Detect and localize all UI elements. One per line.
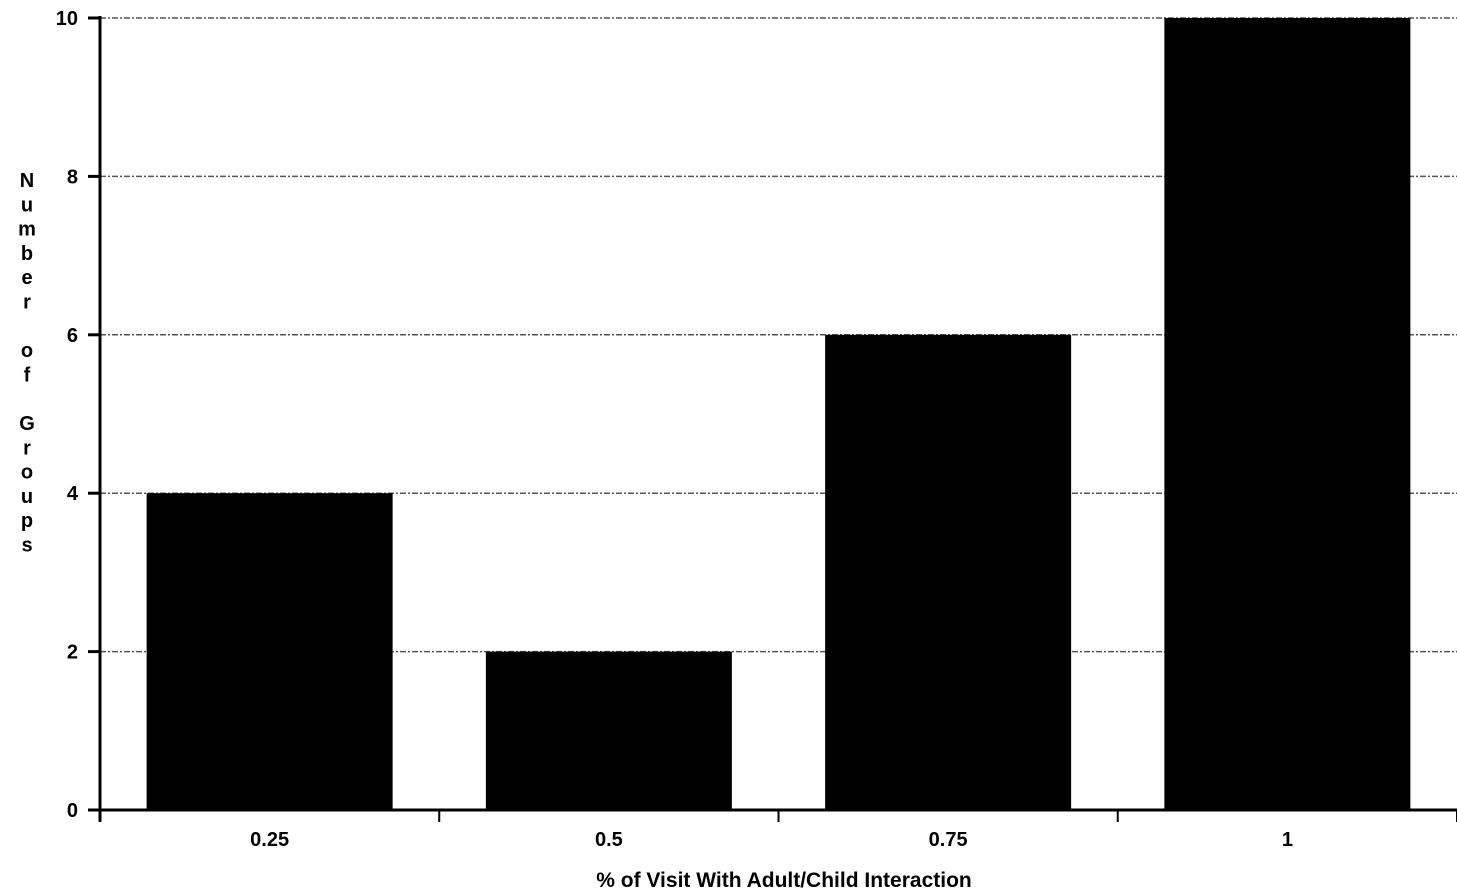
ticks: 0 2 4 6 8 10 0.25 0.5 0.75 1: [56, 8, 1457, 851]
y-tick-label-0: 0: [67, 800, 78, 822]
y-axis-title-char: o: [21, 462, 33, 484]
y-axis-title-char: p: [21, 510, 33, 532]
bars: [146, 18, 1411, 810]
y-axis-title-char: f: [24, 364, 31, 386]
bar-0.25: [146, 493, 393, 810]
x-tick-label-0.25: 0.25: [250, 829, 289, 851]
x-axis-title: % of Visit With Adult/Child Interaction: [596, 869, 971, 892]
y-tick-label-4: 4: [67, 483, 79, 505]
y-tick-label-8: 8: [67, 166, 78, 188]
y-axis-title-char: r: [23, 292, 31, 314]
y-tick-label-2: 2: [67, 642, 78, 664]
y-axis-title-char: b: [21, 243, 33, 265]
y-tick-label-10: 10: [56, 8, 78, 30]
y-axis-title-char: m: [18, 219, 36, 241]
y-axis-title-char: u: [21, 194, 33, 216]
y-axis-title-char: G: [19, 413, 35, 435]
x-tick-label-0.5: 0.5: [595, 829, 623, 851]
y-tick-label-6: 6: [67, 325, 78, 347]
y-axis-title-char: r: [23, 437, 31, 459]
bar-0.75: [825, 334, 1072, 810]
y-axis-title-char: s: [21, 535, 32, 557]
y-axis-title-char: u: [21, 486, 33, 508]
y-axis-title-char: e: [21, 267, 32, 289]
x-tick-label-1: 1: [1282, 829, 1293, 851]
y-axis-title-char: o: [21, 340, 33, 362]
bar-0.5: [485, 651, 732, 810]
bar-1: [1164, 18, 1411, 810]
y-axis-title-char: N: [20, 170, 34, 192]
x-tick-label-0.75: 0.75: [929, 829, 968, 851]
